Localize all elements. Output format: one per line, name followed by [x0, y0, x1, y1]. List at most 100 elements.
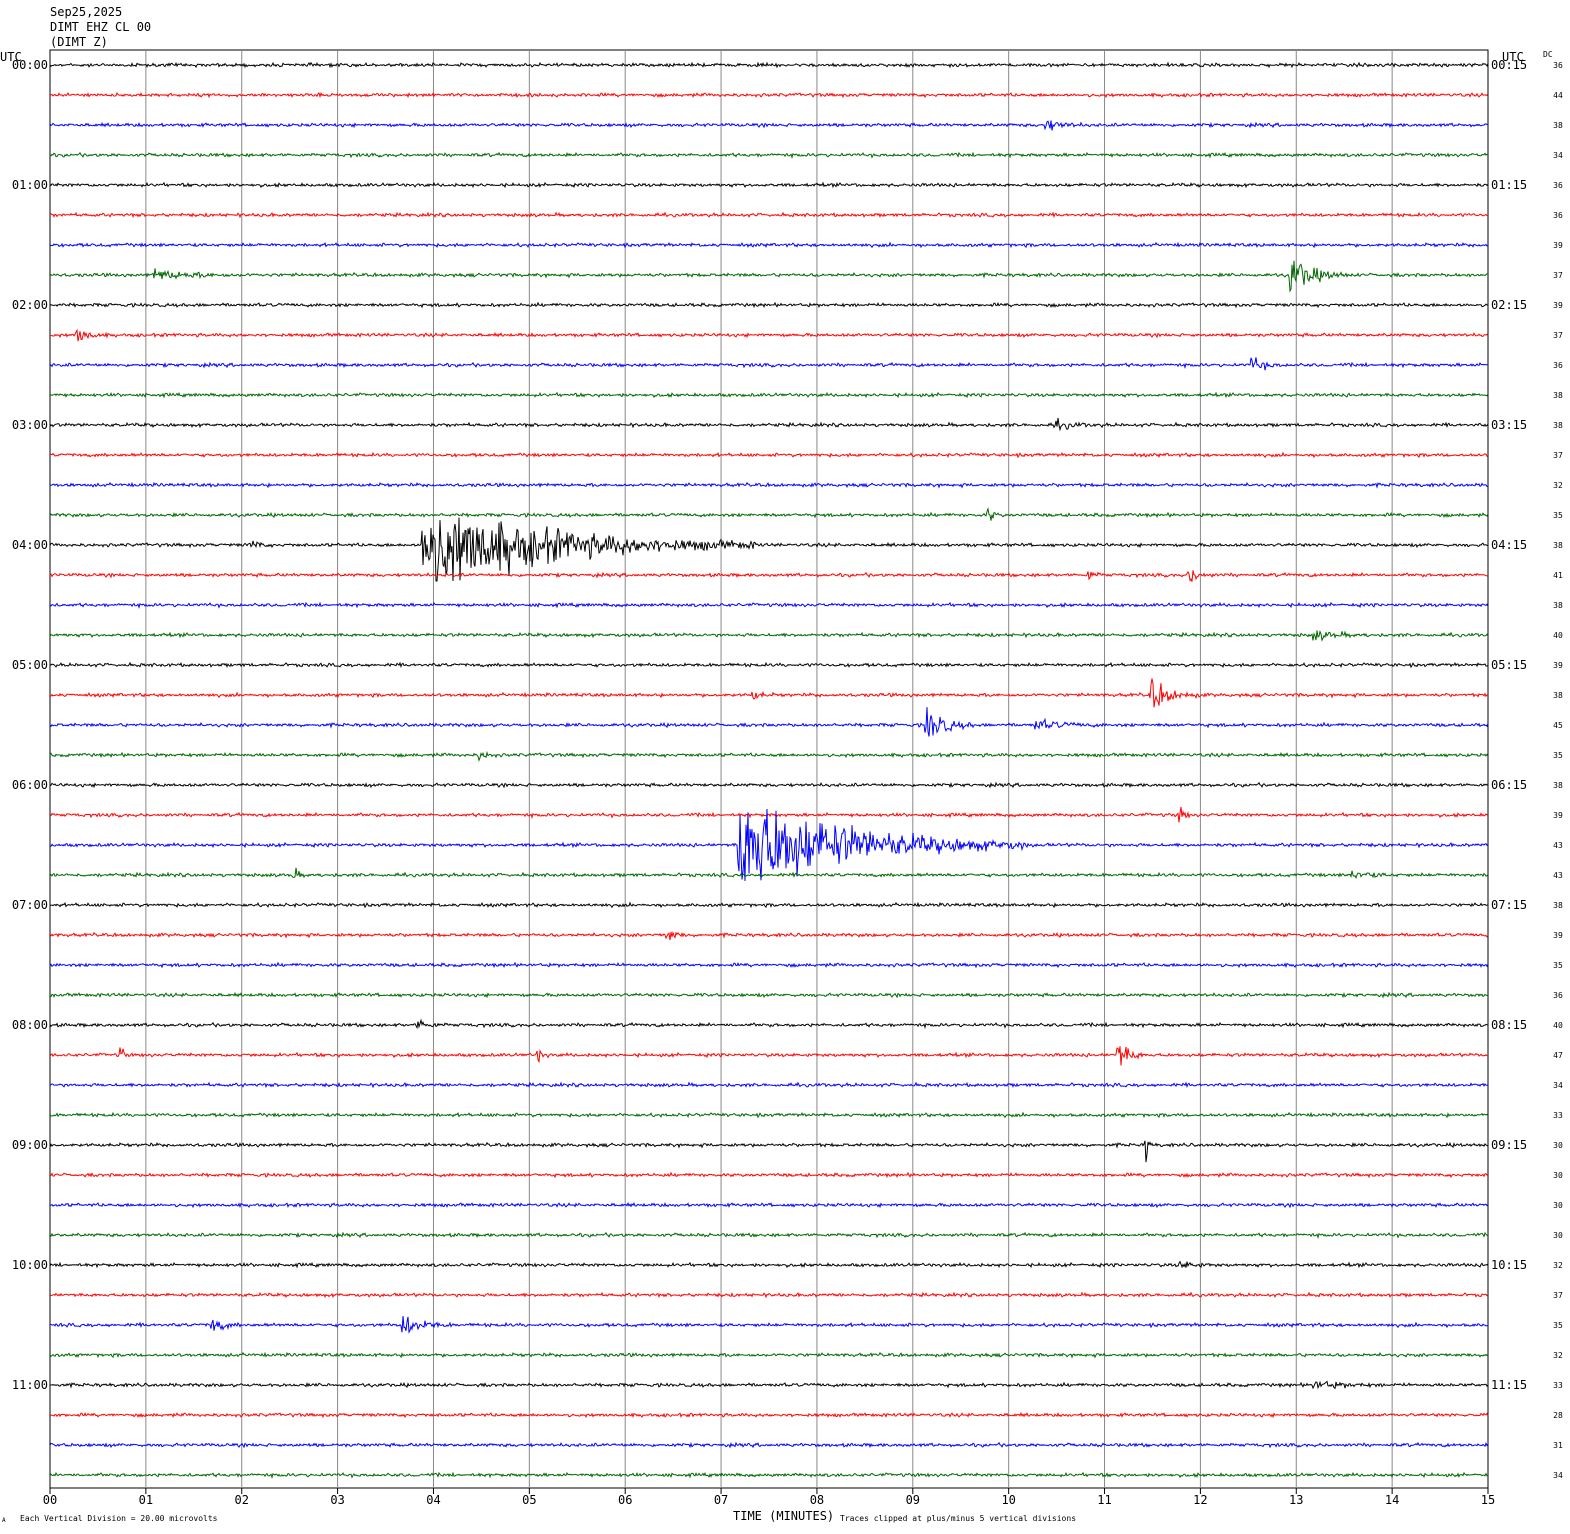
dc-value-label: 30 [1553, 1141, 1563, 1150]
x-tick-label: 10 [1001, 1493, 1015, 1507]
dc-value-label: 45 [1553, 721, 1563, 730]
dc-value-label: 39 [1553, 931, 1563, 940]
trace-line [49, 1201, 1489, 1209]
left-utc-label: UTC [0, 50, 22, 64]
trace-line [49, 901, 1489, 909]
dc-label: DC [1543, 50, 1553, 59]
x-axis-ticks: 00 01 02 03 04 05 06 07 08 09 10 11 12 13 14 15 [43, 1488, 1495, 1507]
x-tick-label: 14 [1385, 1493, 1399, 1507]
x-tick-label: 00 [43, 1493, 57, 1507]
left-hour-label: 03:00 [12, 418, 48, 432]
dc-value-label: 35 [1553, 751, 1563, 760]
dc-value-label: 37 [1553, 271, 1563, 280]
dc-value-label: 37 [1553, 451, 1563, 460]
header-station: DIMT EHZ CL 00 [50, 20, 152, 34]
right-hour-label: 11:15 [1491, 1378, 1527, 1392]
trace-line [49, 678, 1489, 708]
trace-line [49, 211, 1488, 219]
dc-value-label: 33 [1553, 1111, 1563, 1120]
left-hour-label: 10:00 [12, 1258, 48, 1272]
trace-line [49, 1111, 1489, 1119]
dc-value-label: 47 [1553, 1051, 1563, 1060]
trace-line [49, 570, 1489, 582]
trace-line [49, 707, 1489, 737]
dc-value-label: 33 [1553, 1381, 1563, 1390]
trace-line [49, 806, 1489, 823]
right-hour-label: 01:15 [1491, 178, 1527, 192]
dc-value-label: 36 [1553, 211, 1563, 220]
x-tick-label: 07 [714, 1493, 728, 1507]
trace-line [49, 930, 1489, 941]
dc-value-label: 35 [1553, 1321, 1563, 1330]
left-hour-label: 05:00 [12, 658, 48, 672]
trace-line [49, 1351, 1489, 1359]
dc-value-label: 38 [1553, 691, 1563, 700]
dc-value-label: 38 [1553, 901, 1563, 910]
dc-value-label: 34 [1553, 1081, 1563, 1090]
trace-line [49, 417, 1489, 432]
left-hour-label: 07:00 [12, 898, 48, 912]
scale-note: Each Vertical Division = 20.00 microvolt… [20, 1514, 218, 1523]
left-hour-label: 04:00 [12, 538, 48, 552]
trace-line [49, 1140, 1489, 1163]
dc-value-label: 36 [1553, 181, 1563, 190]
right-hour-label: 09:15 [1491, 1138, 1527, 1152]
trace-line [49, 1316, 1488, 1334]
left-hour-label: 00:00 [12, 58, 48, 72]
trace-line [49, 661, 1489, 669]
right-hour-label: 00:15 [1491, 58, 1527, 72]
dc-value-label: 35 [1553, 511, 1563, 520]
dc-value-label: 37 [1553, 1291, 1563, 1300]
trace-line [49, 61, 1489, 69]
trace-line [49, 1291, 1489, 1299]
dc-value-label: 41 [1553, 571, 1563, 580]
dc-value-label: 30 [1553, 1171, 1563, 1180]
trace-line [49, 260, 1489, 293]
dc-value-label: 40 [1553, 631, 1563, 640]
trace-line [49, 241, 1489, 249]
trace-line [49, 1231, 1489, 1239]
grid-lines [49, 49, 1489, 1489]
trace-line [49, 507, 1489, 521]
x-tick-label: 04 [426, 1493, 440, 1507]
left-hour-label: 11:00 [12, 1378, 48, 1392]
trace-line [49, 451, 1489, 459]
trace-line [49, 328, 1489, 342]
x-axis-title: TIME (MINUTES) [733, 1509, 835, 1523]
dc-value-label: 39 [1553, 811, 1563, 820]
right-hour-label: 05:15 [1491, 658, 1527, 672]
x-tick-label: 15 [1481, 1493, 1495, 1507]
trace-line [49, 91, 1489, 99]
dc-value-label: 34 [1553, 1471, 1563, 1480]
trace-line [49, 1081, 1489, 1089]
right-hour-label: 03:15 [1491, 418, 1527, 432]
right-hour-label: 07:15 [1491, 898, 1527, 912]
trace-line [49, 120, 1489, 131]
x-tick-label: 03 [330, 1493, 344, 1507]
left-hour-label: 02:00 [12, 298, 48, 312]
trace-line [49, 629, 1489, 642]
dc-value-label: 36 [1553, 361, 1563, 370]
dc-value-label: 30 [1553, 1201, 1563, 1210]
trace-line [49, 781, 1489, 789]
trace-line [49, 808, 1489, 882]
trace-line [49, 867, 1489, 880]
dc-value-label: 43 [1553, 871, 1563, 880]
right-hour-label: 04:15 [1491, 538, 1527, 552]
x-tick-label: 12 [1193, 1493, 1207, 1507]
header-component: (DIMT Z) [50, 35, 108, 49]
right-hour-label: 10:15 [1491, 1258, 1527, 1272]
x-tick-label: 05 [522, 1493, 536, 1507]
trace-line [49, 181, 1489, 189]
x-tick-label: 11 [1097, 1493, 1111, 1507]
dc-value-label: 38 [1553, 421, 1563, 430]
trace-line [49, 301, 1489, 309]
plot-frame [49, 49, 1489, 1489]
trace-line [49, 1441, 1489, 1449]
x-tick-label: 01 [139, 1493, 153, 1507]
trace-line [49, 357, 1489, 371]
dc-value-label: 43 [1553, 841, 1563, 850]
trace-line [49, 750, 1489, 762]
trace-line [49, 1411, 1489, 1419]
